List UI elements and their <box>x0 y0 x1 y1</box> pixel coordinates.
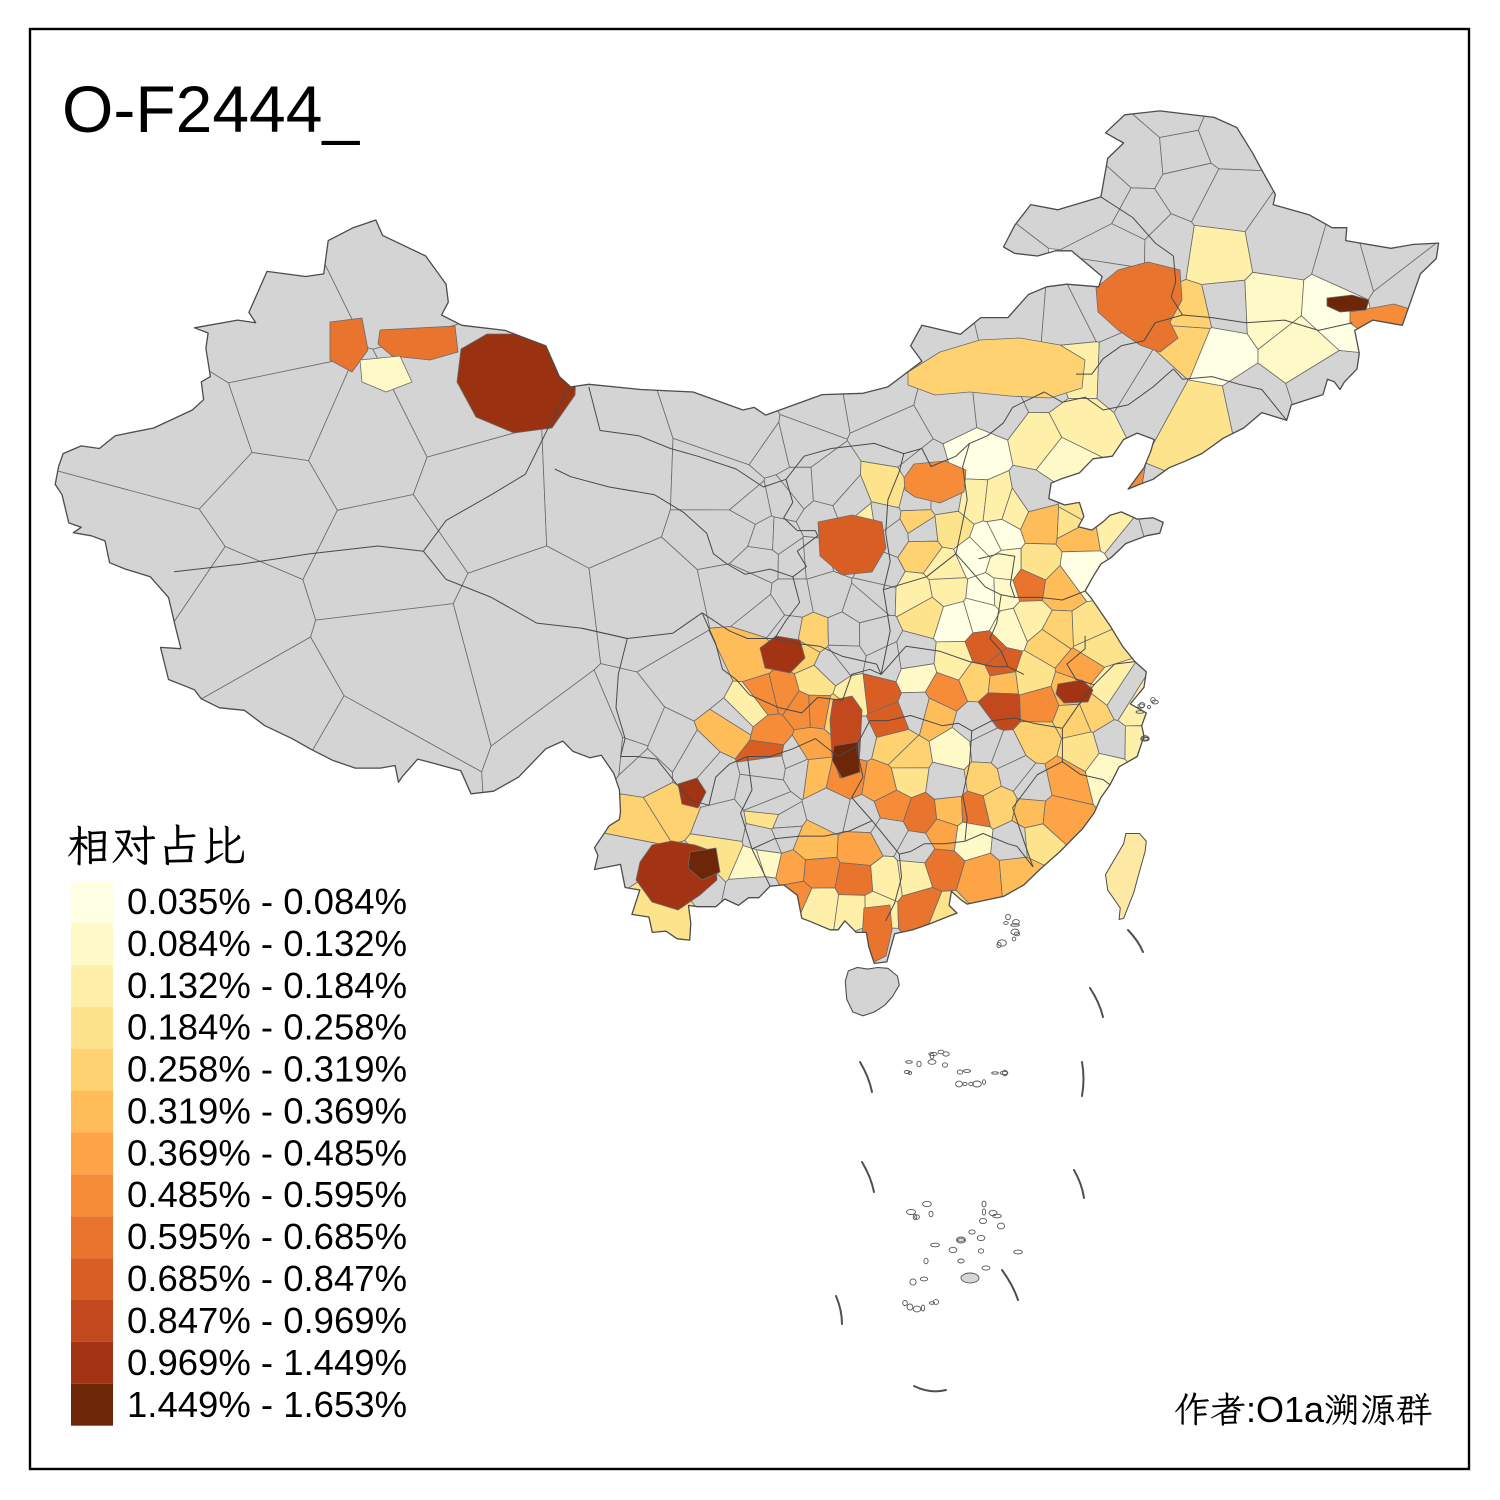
svg-text:0.258% - 0.319%: 0.258% - 0.319% <box>127 1049 407 1090</box>
svg-text:0.685% - 0.847%: 0.685% - 0.847% <box>127 1258 407 1299</box>
svg-text:0.595% - 0.685%: 0.595% - 0.685% <box>127 1216 407 1257</box>
svg-text:0.084% - 0.132%: 0.084% - 0.132% <box>127 923 407 964</box>
svg-text:0.847% - 0.969%: 0.847% - 0.969% <box>127 1300 407 1341</box>
svg-text:0.969% - 1.449%: 0.969% - 1.449% <box>127 1342 407 1383</box>
svg-text:0.485% - 0.595%: 0.485% - 0.595% <box>127 1174 407 1215</box>
svg-text:0.132% - 0.184%: 0.132% - 0.184% <box>127 965 407 1006</box>
svg-text:0.369% - 0.485%: 0.369% - 0.485% <box>127 1132 407 1173</box>
svg-text:0.184% - 0.258%: 0.184% - 0.258% <box>127 1007 407 1048</box>
svg-text:1.449% - 1.653%: 1.449% - 1.653% <box>127 1384 407 1425</box>
svg-text:0.319% - 0.369%: 0.319% - 0.369% <box>127 1091 407 1132</box>
svg-text:O-F2444_: O-F2444_ <box>62 72 360 146</box>
svg-text:0.035% - 0.084%: 0.035% - 0.084% <box>127 881 407 922</box>
svg-text::O1a: :O1a <box>1246 1389 1325 1430</box>
